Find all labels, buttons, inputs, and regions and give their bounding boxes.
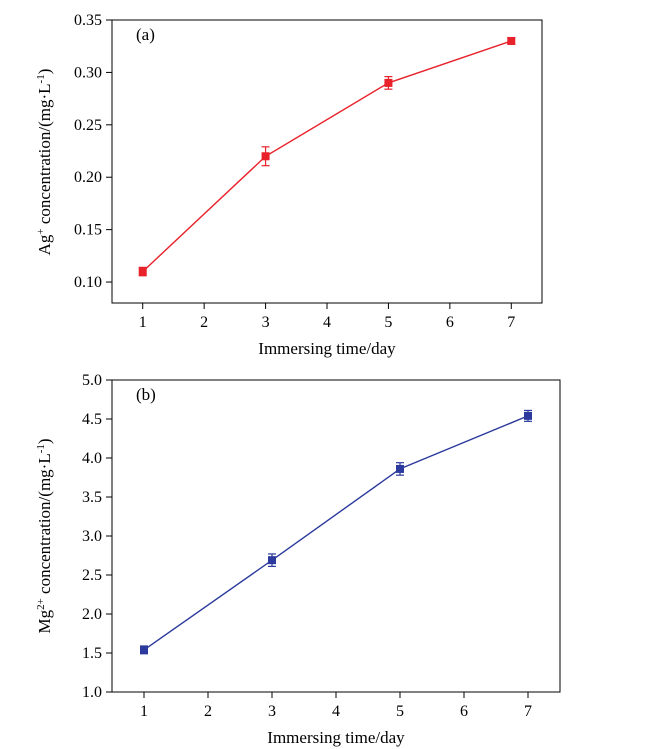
chart-panel-a: (a) 1 2 3 4 5 6 7 0.10 0.15 0.20 0.25 0.30 0.35 Imm… bbox=[35, 12, 543, 358]
data-point bbox=[268, 556, 276, 565]
y-ticks: 0.10 0.15 0.20 0.25 0.30 0.35 bbox=[74, 12, 112, 291]
y-tick-label: 5.0 bbox=[82, 372, 102, 389]
data-point bbox=[138, 267, 147, 276]
x-ticks: 1 2 3 4 5 6 7 bbox=[139, 303, 515, 331]
x-axis-label: Immersing time/day bbox=[258, 339, 396, 358]
x-tick-label: 7 bbox=[507, 314, 515, 331]
data-point bbox=[261, 152, 270, 161]
x-tick-label: 6 bbox=[460, 703, 468, 720]
data-point bbox=[384, 78, 393, 87]
y-tick-label: 1.0 bbox=[82, 684, 102, 701]
data-point bbox=[524, 411, 532, 420]
x-tick-label: 7 bbox=[524, 703, 532, 720]
plot-area bbox=[138, 36, 516, 277]
x-ticks: 1 2 3 4 5 6 7 bbox=[140, 692, 532, 720]
x-tick-label: 2 bbox=[200, 314, 208, 331]
y-tick-label: 0.20 bbox=[74, 169, 102, 186]
y-tick-label: 0.15 bbox=[74, 222, 102, 239]
x-tick-label: 6 bbox=[446, 314, 454, 331]
y-tick-label: 0.10 bbox=[74, 274, 102, 291]
series-line bbox=[143, 415, 529, 651]
y-tick-label: 2.5 bbox=[82, 567, 102, 584]
x-tick-label: 4 bbox=[323, 314, 331, 331]
data-point bbox=[140, 645, 148, 654]
y-tick-label: 3.0 bbox=[82, 528, 102, 545]
x-tick-label: 5 bbox=[396, 703, 404, 720]
y-axis-label: Mg2+ concentration/(mg·L-1) bbox=[35, 438, 54, 633]
y-tick-label: 0.25 bbox=[74, 117, 102, 134]
x-axis-label: Immersing time/day bbox=[267, 728, 405, 747]
x-tick-label: 3 bbox=[262, 314, 270, 331]
y-tick-label: 3.5 bbox=[82, 489, 102, 506]
y-axis-label: Ag+ concentration/(mg·L-1) bbox=[35, 69, 54, 256]
x-tick-label: 5 bbox=[384, 314, 392, 331]
y-tick-label: 2.0 bbox=[82, 606, 102, 623]
data-point bbox=[396, 464, 404, 473]
x-tick-label: 2 bbox=[204, 703, 212, 720]
y-tick-label: 0.30 bbox=[74, 64, 102, 81]
data-point bbox=[507, 36, 516, 45]
panel-label: (a) bbox=[136, 25, 155, 44]
panel-label: (b) bbox=[136, 385, 156, 404]
y-tick-label: 1.5 bbox=[82, 645, 102, 662]
plot-frame bbox=[111, 379, 561, 693]
x-tick-label: 3 bbox=[268, 703, 276, 720]
y-ticks: 1.0 1.5 2.0 2.5 3.0 3.5 4.0 4.5 5.0 bbox=[82, 372, 112, 701]
plot-frame bbox=[111, 19, 543, 304]
x-tick-label: 1 bbox=[139, 314, 147, 331]
y-tick-label: 0.35 bbox=[74, 12, 102, 29]
y-tick-label: 4.5 bbox=[82, 411, 102, 428]
x-tick-label: 4 bbox=[332, 703, 340, 720]
series-line bbox=[142, 40, 512, 273]
y-tick-label: 4.0 bbox=[82, 450, 102, 467]
plot-area bbox=[140, 409, 532, 655]
x-tick-label: 1 bbox=[140, 703, 148, 720]
